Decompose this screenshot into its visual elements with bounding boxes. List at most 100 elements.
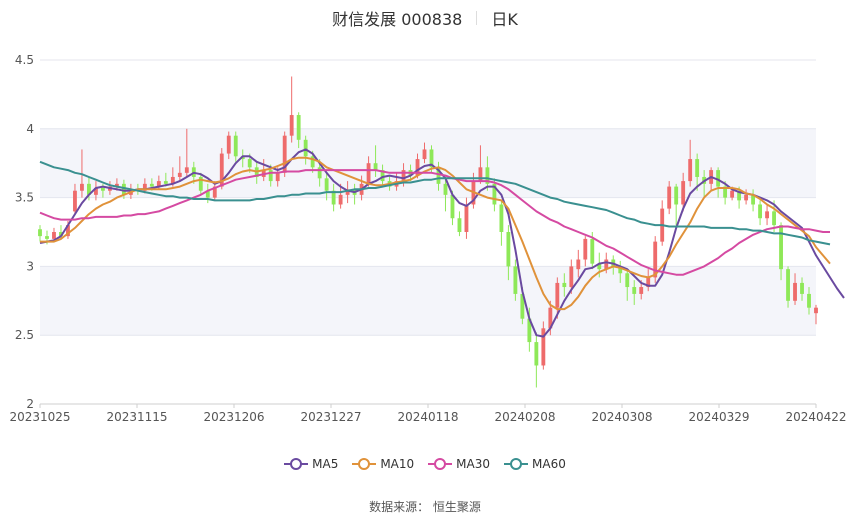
chart-title-row: 财信发展 000838 日K	[0, 6, 850, 30]
candle-body	[80, 183, 84, 191]
candle-body	[758, 204, 762, 219]
candle-body	[443, 183, 448, 195]
candle-body	[730, 190, 735, 198]
y-tick-label: 3	[26, 259, 34, 273]
y-tick-label: 4.5	[15, 53, 34, 67]
x-tick-label: 20231115	[106, 410, 167, 424]
candle-body	[184, 167, 189, 173]
candle-body	[800, 282, 804, 294]
candle-body	[240, 156, 245, 160]
candle-body	[38, 229, 42, 237]
candle-body	[226, 135, 231, 154]
candle-body	[807, 293, 811, 308]
candle-body	[331, 190, 336, 205]
candle-body	[401, 170, 406, 182]
candle-body	[814, 307, 818, 314]
candle-body	[289, 115, 294, 136]
candle-body	[639, 287, 644, 294]
candle-body	[723, 186, 728, 198]
legend-item-ma10[interactable]: MA10	[352, 457, 414, 471]
x-tick-label: 20240422	[785, 410, 846, 424]
period-label[interactable]: 日K	[491, 10, 518, 29]
candle-body	[177, 172, 182, 177]
candle-body	[73, 190, 77, 212]
candle-body	[205, 190, 210, 198]
candle-body	[142, 183, 147, 191]
candle-body	[527, 318, 532, 343]
candle-body	[632, 287, 637, 294]
legend-marker-icon	[284, 458, 309, 470]
candle-body	[583, 238, 588, 260]
candle-body	[219, 153, 224, 187]
candle-body	[506, 232, 511, 267]
candle-body	[317, 167, 322, 179]
candle-body	[296, 115, 301, 140]
candle-body	[52, 232, 56, 239]
candle-body	[366, 163, 371, 184]
grid-band	[40, 128, 816, 198]
candle-body	[303, 139, 308, 157]
candle-body	[744, 194, 749, 201]
candle-body	[492, 183, 497, 205]
candle-body	[429, 149, 434, 168]
x-tick-label: 20231206	[203, 410, 264, 424]
candle-body	[597, 263, 602, 270]
candle-body	[555, 282, 560, 308]
candle-body	[688, 159, 693, 182]
candle-body	[674, 186, 679, 205]
candle-body	[45, 236, 49, 239]
title-divider	[476, 11, 478, 25]
legend-item-ma30[interactable]: MA30	[428, 457, 490, 471]
y-tick-label: 2	[26, 397, 34, 411]
candle-body	[66, 225, 70, 237]
candle-body	[268, 170, 273, 182]
x-tick-label: 20240308	[591, 410, 652, 424]
candle-body	[247, 159, 252, 168]
candle-body	[310, 156, 315, 168]
candle-body	[373, 163, 378, 171]
candle-body	[667, 186, 672, 209]
legend-marker-icon	[428, 458, 453, 470]
legend-label: MA60	[532, 457, 566, 471]
candle-body	[87, 183, 91, 195]
y-tick-label: 2.5	[15, 328, 34, 342]
candle-body	[625, 273, 630, 288]
candle-body	[541, 328, 546, 366]
y-tick-label: 4	[26, 122, 34, 136]
grid-layer: 2 2.5 3 3.5 4 4.5	[15, 53, 816, 411]
candle-body	[478, 167, 483, 182]
candle-body	[751, 194, 756, 205]
candle-body	[590, 238, 595, 264]
candles-layer	[38, 76, 818, 388]
candle-body	[94, 187, 98, 195]
candle-body	[793, 282, 797, 301]
ma-line-ma60	[39, 160, 831, 246]
candle-body	[681, 181, 686, 205]
candle-body	[233, 135, 238, 157]
legend-marker-icon	[352, 458, 377, 470]
candle-body	[198, 176, 203, 191]
x-tick-label: 20231025	[9, 410, 70, 424]
data-source: 数据来源： 恒生聚源	[369, 500, 481, 514]
legend-item-ma5[interactable]: MA5	[284, 457, 338, 471]
candle-body	[114, 183, 119, 187]
candle-body	[282, 135, 287, 173]
candle-body	[380, 170, 385, 182]
candle-body	[415, 159, 420, 176]
legend-item-ma60[interactable]: MA60	[504, 457, 566, 471]
candle-body	[548, 307, 553, 329]
candle-body	[646, 277, 651, 288]
candle-body	[59, 232, 63, 237]
candle-body	[422, 149, 427, 160]
candle-body	[513, 266, 518, 294]
x-tick-label: 20240208	[494, 410, 555, 424]
legend-label: MA30	[456, 457, 491, 471]
chart-title: 财信发展 000838	[332, 10, 463, 29]
candle-body	[163, 181, 168, 184]
candle-body	[576, 259, 581, 270]
legend: MA5 MA10 MA30 MA60	[0, 457, 850, 471]
candle-body	[618, 266, 623, 274]
candle-body	[569, 266, 574, 288]
candle-body	[765, 211, 769, 219]
